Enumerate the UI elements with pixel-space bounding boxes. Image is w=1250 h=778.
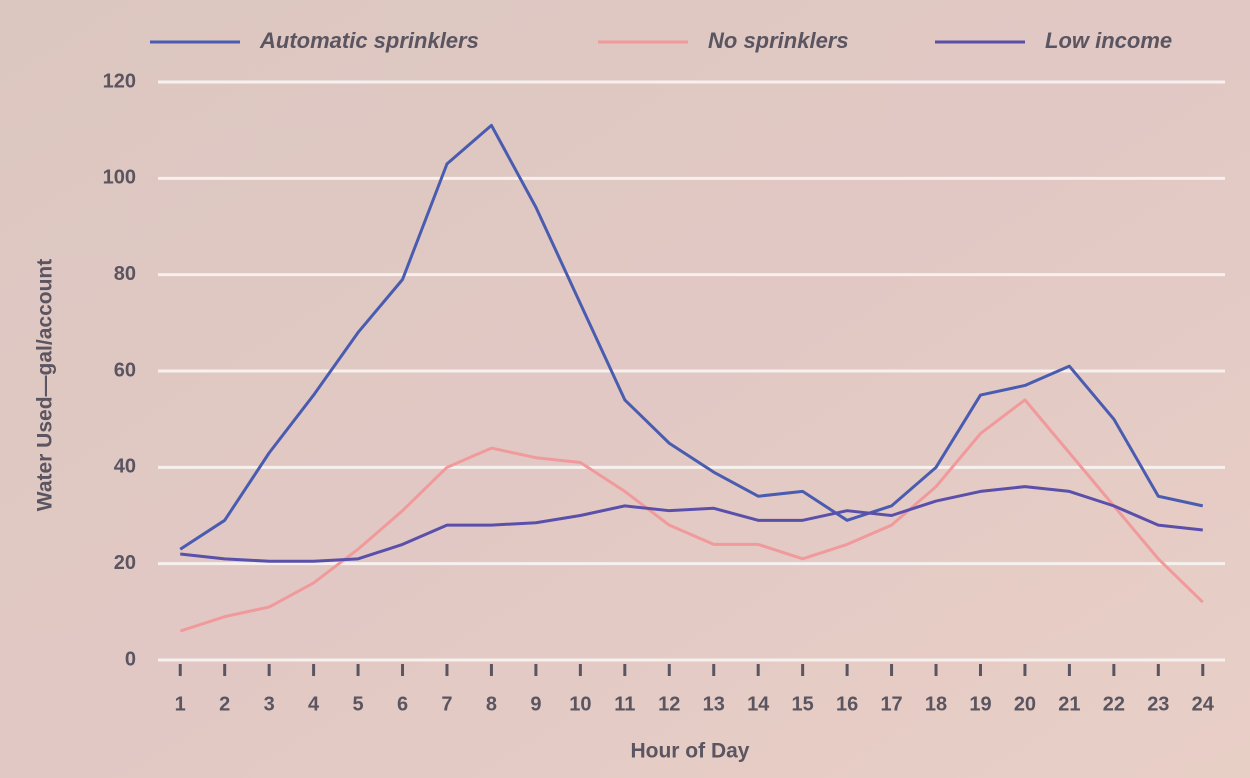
x-tick-label: 10: [569, 693, 591, 715]
x-tick-label: 3: [264, 693, 275, 715]
legend-label: Low income: [1045, 28, 1172, 53]
y-tick-label: 40: [114, 456, 136, 478]
x-tick-label: 22: [1103, 693, 1125, 715]
x-tick-label: 2: [219, 693, 230, 715]
x-tick-label: 24: [1192, 693, 1215, 715]
x-axis-title: Hour of Day: [630, 740, 749, 763]
x-tick-label: 1: [175, 693, 186, 715]
x-tick-label: 20: [1014, 693, 1036, 715]
x-tick-label: 19: [969, 693, 991, 715]
x-tick-label: 9: [530, 693, 541, 715]
x-tick-label: 21: [1058, 693, 1080, 715]
series-line: [180, 485, 1203, 563]
series-line: [179, 398, 1204, 633]
y-tick-label: 20: [114, 552, 136, 574]
x-tick-label: 4: [308, 693, 320, 715]
x-tick-label: 15: [792, 693, 814, 715]
x-tick-label: 18: [925, 693, 947, 715]
x-tick-label: 6: [397, 693, 408, 715]
x-tick-label: 11: [614, 693, 635, 715]
y-tick-label: 0: [125, 648, 136, 670]
x-tick-label: 7: [441, 693, 452, 715]
x-tick-label: 16: [836, 693, 858, 715]
x-tick-label: 13: [703, 693, 725, 715]
legend-label: No sprinklers: [708, 28, 849, 53]
y-tick-label: 120: [103, 70, 136, 92]
x-tick-label: 12: [658, 693, 680, 715]
x-tick-label: 8: [486, 693, 497, 715]
y-tick-label: 80: [114, 263, 136, 285]
legend-label: Automatic sprinklers: [259, 28, 479, 53]
x-tick-label: 17: [880, 693, 902, 715]
x-tick-label: 5: [353, 693, 364, 715]
y-tick-label: 60: [114, 359, 136, 381]
y-axis-title: Water Used—gal/account: [34, 259, 57, 511]
y-tick-label: 100: [103, 167, 136, 189]
series-line: [179, 123, 1204, 551]
x-tick-label: 14: [747, 693, 770, 715]
x-tick-label: 23: [1147, 693, 1169, 715]
